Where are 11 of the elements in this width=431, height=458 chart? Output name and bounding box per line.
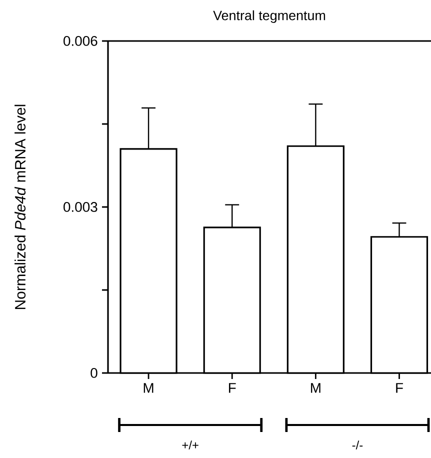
text: +/+ bbox=[182, 440, 198, 450]
chart-title: Ventral tegmentum bbox=[213, 10, 326, 23]
y-tick-label: 0.003 bbox=[64, 202, 98, 212]
x-tick-label: M bbox=[144, 383, 154, 393]
y-tick-label: 0.006 bbox=[64, 36, 98, 46]
y-axis-title: Normalized Pde4d mRNA level bbox=[14, 104, 26, 309]
x-tick-label: F bbox=[228, 383, 236, 393]
x-tick-label: M bbox=[311, 383, 320, 393]
y-tick-label: 0 bbox=[90, 368, 98, 378]
text: -/- bbox=[352, 440, 363, 450]
x-tick-label: F bbox=[396, 383, 403, 393]
